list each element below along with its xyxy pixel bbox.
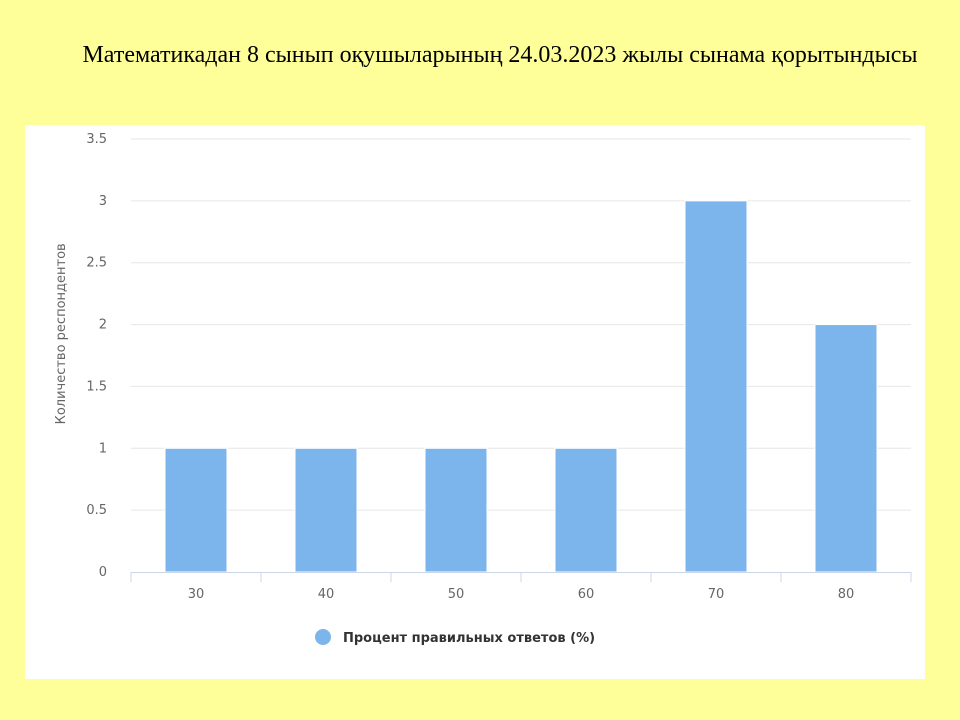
bar[interactable] [424, 447, 488, 573]
bar[interactable] [814, 324, 878, 573]
y-tick-label: 3 [99, 194, 107, 209]
gridlines [131, 138, 911, 511]
x-axis [130, 572, 912, 582]
bars [164, 200, 878, 573]
legend-marker [315, 629, 331, 645]
x-tick-label: 60 [578, 587, 595, 602]
x-tick-label: 80 [838, 587, 855, 602]
y-tick-label: 1.5 [86, 379, 107, 394]
legend[interactable]: Процент правильных ответов (%) [315, 629, 595, 646]
bar[interactable] [684, 200, 748, 573]
y-tick-label: 3.5 [86, 132, 107, 147]
bar[interactable] [554, 447, 618, 573]
x-tick-label: 50 [448, 587, 465, 602]
bar[interactable] [164, 447, 228, 573]
y-axis-title: Количество респондентов [54, 243, 69, 424]
y-axis-ticks: 0 0.5 1 1.5 2 2.5 3 3.5 [86, 132, 107, 580]
x-tick-label: 30 [188, 587, 205, 602]
y-tick-label: 1 [99, 441, 107, 456]
y-tick-label: 0 [99, 565, 107, 580]
x-axis-ticks: 30 40 50 60 70 80 [188, 587, 855, 602]
y-tick-label: 2.5 [86, 256, 107, 271]
slide-title: Математикадан 8 сынып оқушыларының 24.03… [82, 42, 918, 68]
bar[interactable] [294, 447, 358, 573]
legend-label: Процент правильных ответов (%) [343, 631, 595, 646]
bar-chart: 0 0.5 1 1.5 2 2.5 3 3.5 30 40 50 60 70 80 Количество… [54, 132, 912, 646]
x-tick-label: 40 [318, 587, 335, 602]
y-tick-label: 0.5 [86, 503, 107, 518]
x-tick-label: 70 [708, 587, 725, 602]
y-tick-label: 2 [99, 318, 107, 333]
chart-panel: 0 0.5 1 1.5 2 2.5 3 3.5 30 40 50 60 70 80 Количество… [25, 125, 925, 679]
